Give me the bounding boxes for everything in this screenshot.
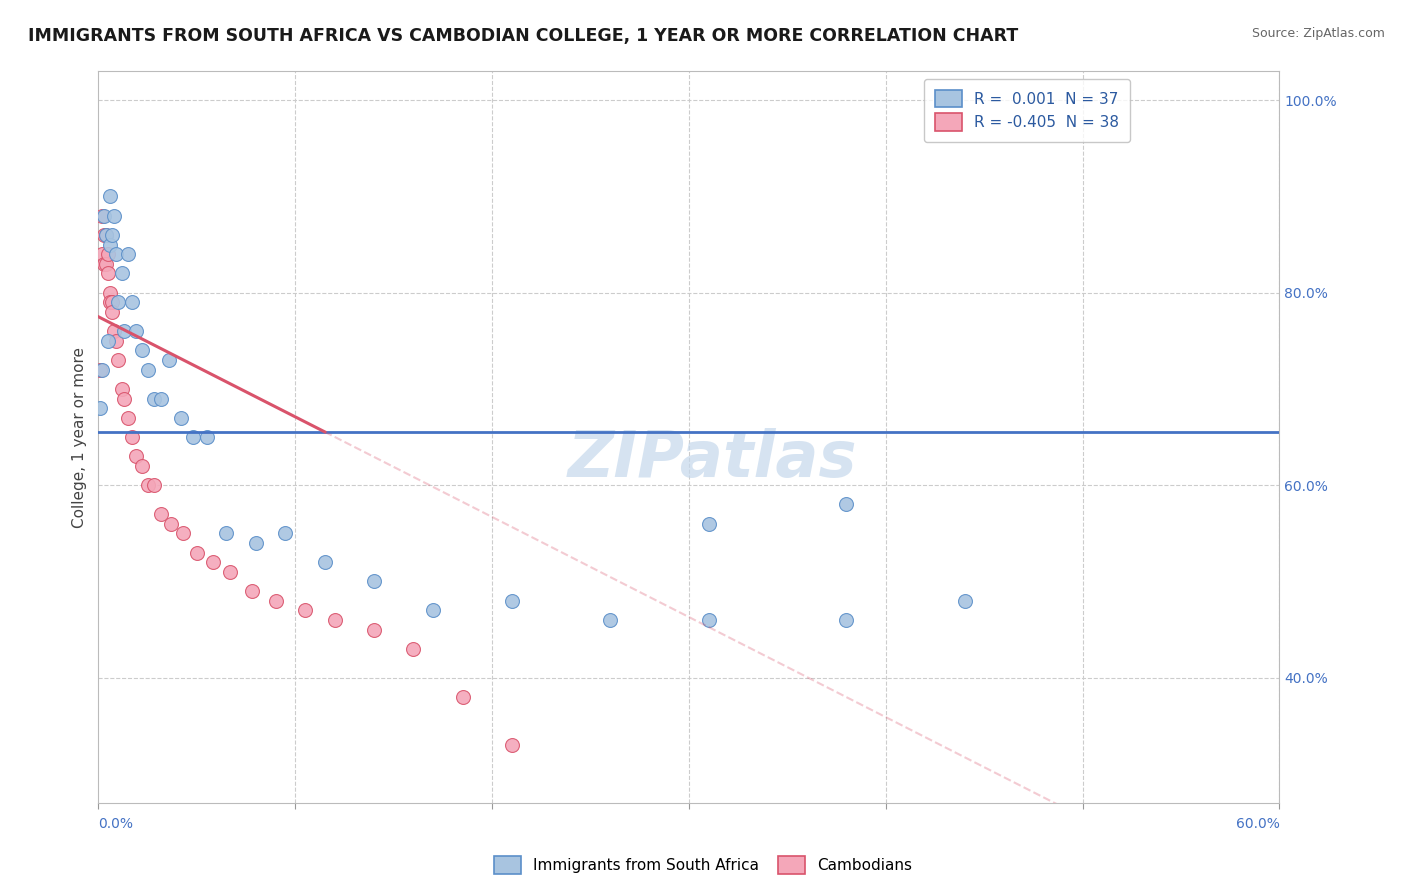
Legend: R =  0.001  N = 37, R = -0.405  N = 38: R = 0.001 N = 37, R = -0.405 N = 38 (924, 79, 1130, 142)
Point (107, 353, 129, 368)
Point (215, 526, 238, 541)
Text: 60.0%: 60.0% (1236, 817, 1279, 831)
Legend: Immigrants from South Africa, Cambodians: Immigrants from South Africa, Cambodians (488, 850, 918, 880)
Point (157, 353, 180, 368)
Text: ZIPatlas: ZIPatlas (568, 428, 858, 490)
Point (170, 410, 193, 425)
Point (96, 227, 118, 242)
Point (98, 189, 121, 203)
Point (136, 362, 159, 376)
Point (201, 555, 224, 569)
Point (697, 516, 720, 531)
Point (121, 430, 143, 444)
Point (142, 392, 165, 406)
Point (323, 613, 346, 627)
Point (195, 430, 218, 444)
Point (101, 295, 124, 310)
Point (131, 458, 153, 473)
Point (91, 209, 114, 223)
Point (264, 593, 287, 607)
Point (98, 285, 121, 300)
Point (103, 209, 125, 223)
Point (160, 516, 183, 531)
Point (274, 526, 297, 541)
Point (131, 343, 153, 358)
Point (219, 565, 242, 579)
Point (112, 324, 135, 338)
Point (96, 227, 118, 242)
Point (105, 247, 128, 261)
Text: 0.0%: 0.0% (98, 817, 134, 831)
Point (93, 257, 115, 271)
Point (835, 498, 858, 512)
Point (953, 593, 976, 607)
Point (97, 247, 120, 261)
Point (97, 334, 120, 348)
Point (835, 613, 858, 627)
Point (125, 450, 148, 464)
Point (150, 507, 173, 521)
Point (111, 382, 134, 396)
Point (91, 362, 114, 376)
Point (91, 247, 114, 261)
Point (101, 305, 124, 319)
Point (105, 334, 128, 348)
Point (117, 247, 139, 261)
Point (501, 593, 523, 607)
Point (363, 574, 385, 589)
Point (89, 401, 111, 416)
Point (599, 613, 621, 627)
Point (240, 584, 263, 599)
Point (294, 603, 316, 617)
Point (142, 478, 165, 492)
Point (93, 209, 115, 223)
Point (97, 267, 120, 281)
Point (363, 623, 385, 637)
Point (101, 227, 124, 242)
Point (111, 267, 134, 281)
Point (402, 641, 425, 656)
Point (136, 478, 159, 492)
Y-axis label: College, 1 year or more: College, 1 year or more (72, 347, 87, 527)
Point (96, 257, 118, 271)
Point (451, 690, 474, 704)
Point (186, 545, 208, 559)
Point (422, 603, 444, 617)
Point (314, 555, 336, 569)
Text: IMMIGRANTS FROM SOUTH AFRICA VS CAMBODIAN COLLEGE, 1 YEAR OR MORE CORRELATION CH: IMMIGRANTS FROM SOUTH AFRICA VS CAMBODIA… (28, 27, 1018, 45)
Point (112, 392, 135, 406)
Point (103, 324, 125, 338)
Point (181, 430, 204, 444)
Point (117, 410, 139, 425)
Point (121, 295, 143, 310)
Point (697, 613, 720, 627)
Point (89, 362, 111, 376)
Point (93, 227, 115, 242)
Point (98, 237, 121, 252)
Point (501, 738, 523, 752)
Point (98, 295, 121, 310)
Text: Source: ZipAtlas.com: Source: ZipAtlas.com (1251, 27, 1385, 40)
Point (150, 392, 173, 406)
Point (172, 526, 194, 541)
Point (107, 295, 129, 310)
Point (125, 324, 148, 338)
Point (245, 536, 267, 550)
